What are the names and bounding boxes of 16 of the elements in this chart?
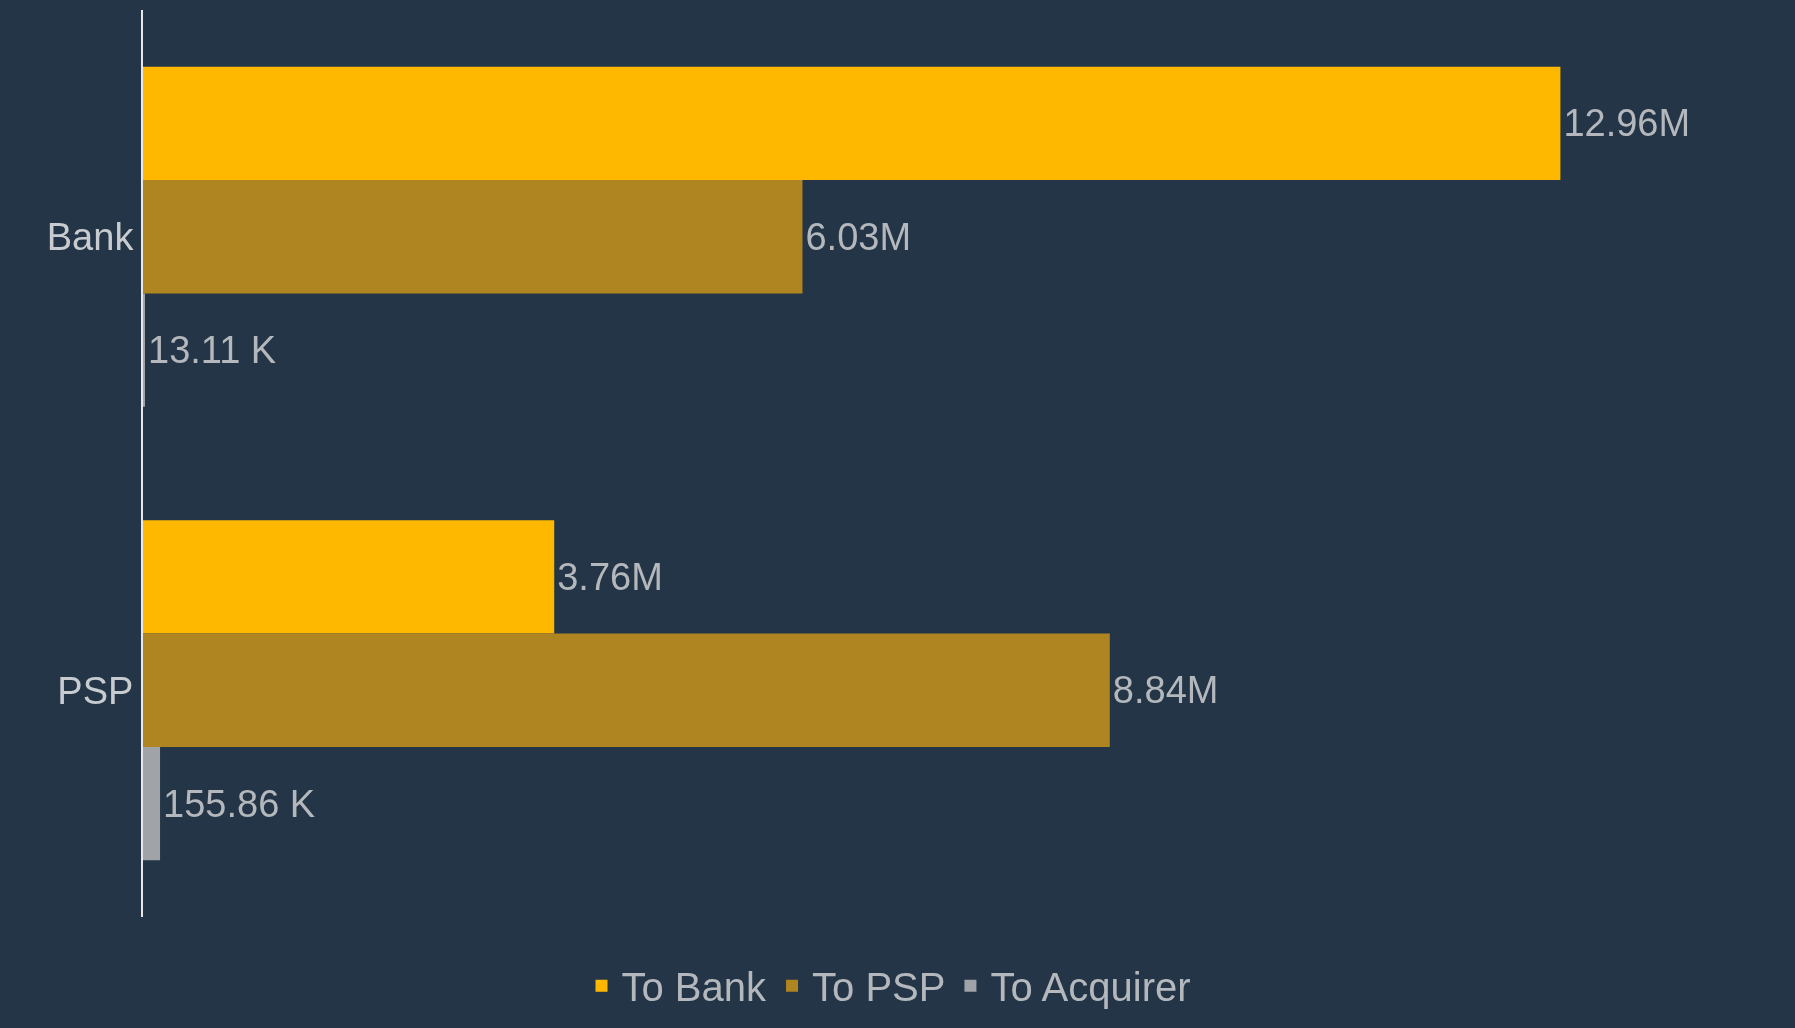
bar xyxy=(143,633,1110,747)
data-label: 8.84M xyxy=(1112,669,1219,712)
y-tick-label: Bank xyxy=(46,216,135,259)
y-tick-label: PSP xyxy=(57,669,134,712)
bar xyxy=(143,746,161,861)
data-label: 6.03M xyxy=(805,215,912,258)
data-label: 3.76M xyxy=(557,555,663,598)
data-label: 155.86 K xyxy=(163,782,316,825)
legend-label: To PSP xyxy=(812,965,946,1010)
bar xyxy=(143,66,1561,181)
data-label: 12.96M xyxy=(1563,102,1691,145)
bar xyxy=(143,520,555,634)
legend-label: To Bank xyxy=(621,965,768,1010)
data-label: 13.11 K xyxy=(148,329,277,372)
legend-label: To Acquirer xyxy=(990,965,1191,1010)
bar xyxy=(143,180,803,294)
